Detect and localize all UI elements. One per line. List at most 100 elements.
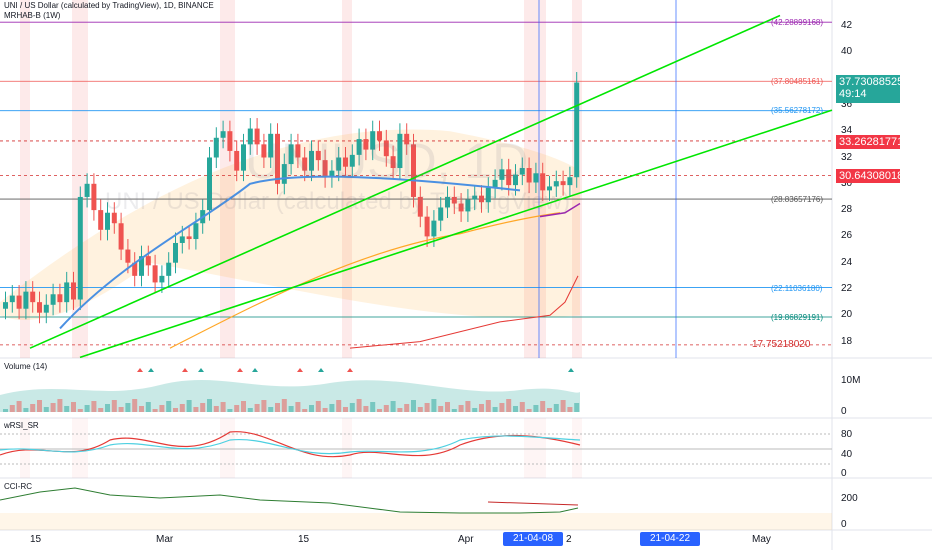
candle [336,157,342,171]
price-badge-red: 30.64308018 [836,169,903,183]
candle [3,302,8,309]
highlight-band [220,418,235,478]
volume-bar [77,409,83,412]
candle [424,216,430,237]
volume-bar [139,406,144,412]
price-tick: 40 [841,46,853,57]
volume-bar [234,405,240,412]
volume-bar [281,399,287,412]
volume-bar [438,406,444,412]
candle [84,183,90,197]
volume-bar [84,405,90,412]
volume-bar [370,402,376,412]
candle [207,157,212,211]
candle [315,150,321,161]
candle [159,275,165,283]
volume-bar [268,407,274,412]
candle [132,262,138,276]
candle [118,223,124,250]
volume-tick: 0 [841,406,847,417]
indicator-label[interactable]: MRHAB-B (1W) [4,11,61,20]
volume-bar [105,404,110,412]
candle [574,82,580,178]
ma-blue [59,175,521,330]
current-price-badge: 37.73088525 49:14 [836,75,903,103]
volume-bar [145,402,151,412]
volume-bar [159,405,165,412]
candle [43,304,49,313]
volume-bar [213,406,219,412]
price-tick: 24 [841,257,853,268]
level-label: (42.28899168) [771,18,824,27]
candle [329,170,335,178]
candle [404,133,410,145]
candle [288,144,294,165]
time-tick: 2 [566,534,572,545]
volume-bar [37,400,42,412]
volume-bar [424,403,430,412]
volume-bar [526,409,532,412]
candle [377,131,382,141]
volume-bar [275,403,280,412]
trend-line-upper [29,14,781,349]
candle [553,181,559,187]
price-tick: 30 [841,178,853,189]
wrsi-pane-title[interactable]: wRSI_SR [4,421,39,430]
volume-bar [349,403,355,412]
candle [485,187,491,203]
volume-bar [288,406,294,412]
candle [383,140,389,157]
level-label: (19.86829191) [771,313,824,322]
highlight-band [342,0,352,358]
candle [560,181,566,186]
volume-bar [315,401,321,412]
candle [247,128,253,145]
cci-tick: 0 [841,519,847,530]
signal-marker [568,368,574,372]
candle [111,212,117,224]
crosshair-date-badge: 21-04-22 [640,532,700,546]
candle [23,291,29,309]
crosshair-date-badge: 21-04-08 [503,532,563,546]
price-tick: 32 [841,152,853,163]
candle [64,282,70,303]
candle [519,168,525,175]
candle [390,156,396,169]
signal-marker [297,368,303,372]
volume-pane-title[interactable]: Volume (14) [4,362,48,371]
time-tick: 15 [298,534,310,545]
candle [547,186,552,191]
candle [370,131,376,150]
volume-bar [479,404,484,412]
candle [71,282,76,300]
price-tick: 42 [841,20,853,31]
candle [166,262,172,276]
candle [567,177,573,186]
wrsi-tick: 80 [841,429,853,440]
volume-bar [513,406,518,412]
time-tick: Mar [156,534,174,545]
candle [193,223,199,240]
highlight-band [72,0,88,358]
volume-bar [560,400,566,412]
candle [349,154,355,167]
candle [213,137,219,158]
volume-bar [241,401,246,412]
candle [499,169,505,180]
price-badge-red: 33.26281771 [836,135,903,149]
volume-bar [220,402,226,412]
volume-bar [30,404,36,412]
candle [139,256,144,276]
volume-bar [57,399,63,412]
volume-bar [445,402,450,412]
candle [397,133,403,169]
volume-bar [431,399,437,412]
candle [506,169,512,186]
cci-pane-title[interactable]: CCI-RC [4,482,32,491]
volume-bar [397,408,403,412]
cci-line [0,487,579,514]
volume-bar [411,400,416,412]
volume-bar [567,407,573,412]
volume-bar [499,403,505,412]
